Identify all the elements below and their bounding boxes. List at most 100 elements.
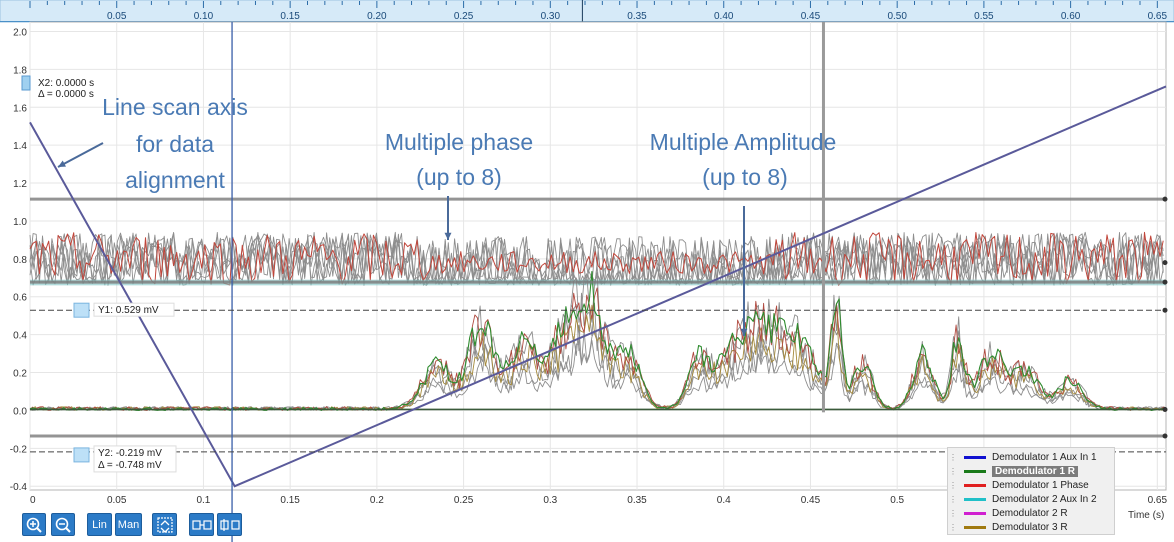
y-axis-tick-label: 1.6 xyxy=(13,103,27,114)
annotation-text: for data xyxy=(136,131,214,157)
legend-swatch xyxy=(964,470,986,473)
zoom-out-button[interactable] xyxy=(51,513,75,536)
y1-label-bg xyxy=(93,302,175,317)
legend-item[interactable]: ⋮ Demodulator 2 R xyxy=(948,507,1114,520)
top-axis-tick-label: 0.65 xyxy=(1148,11,1168,22)
ramp-series-line xyxy=(29,85,1167,488)
y-axis-tick-label: 1.0 xyxy=(13,217,27,228)
zoom-out-icon xyxy=(55,517,71,533)
y-axis-tick-label: -0.2 xyxy=(10,444,28,455)
math-button[interactable] xyxy=(217,513,242,536)
legend-item[interactable]: ⋮ Demodulator 1 R xyxy=(948,465,1114,478)
top-axis-tick-label: 0.35 xyxy=(627,11,647,22)
y-axis-tick-label: 0.0 xyxy=(13,406,27,417)
drag-handle-icon[interactable]: ⋮ xyxy=(949,453,957,462)
top-axis-tick-label: 0.45 xyxy=(801,11,821,22)
drag-handle-icon[interactable]: ⋮ xyxy=(949,509,957,518)
x-axis-tick-label: 0 xyxy=(30,495,36,506)
top-axis-tick-label: 0.25 xyxy=(454,11,474,22)
y2-label-bg xyxy=(93,445,177,473)
legend-label: Demodulator 3 R xyxy=(992,522,1068,533)
x-axis-tick-label: 0.25 xyxy=(454,495,474,506)
cursor-button[interactable] xyxy=(189,513,214,536)
lin-scale-button[interactable]: Lin xyxy=(87,513,112,536)
drag-handle-icon[interactable]: ⋮ xyxy=(949,495,957,504)
fit-icon xyxy=(156,516,173,533)
cursor-icon xyxy=(191,519,212,530)
phase-arrow-head xyxy=(444,232,452,240)
annotation-text: Line scan axis xyxy=(102,94,248,120)
x-axis-tick-label: 0.2 xyxy=(370,495,384,506)
fit-button[interactable] xyxy=(152,513,177,536)
legend-item[interactable]: ⋮ Demodulator 3 R xyxy=(948,521,1114,534)
top-axis-tick-label: 0.55 xyxy=(974,11,994,22)
phase-trace-red xyxy=(29,231,1164,286)
right-edge-marker xyxy=(1162,260,1168,266)
drag-handle-icon[interactable]: ⋮ xyxy=(949,481,957,490)
x2-cursor-delta: Δ = 0.0000 s xyxy=(38,89,94,100)
legend-label: Demodulator 1 R xyxy=(992,466,1079,477)
legend-item[interactable]: ⋮ Demodulator 1 Aux In 1 xyxy=(948,451,1114,464)
legend-item[interactable]: ⋮ Demodulator 1 Phase xyxy=(948,479,1114,492)
annotations: Line scan axis for data alignment Multiple … xyxy=(57,94,837,336)
y-axis-tick-label: 0.2 xyxy=(13,369,27,380)
x-axis-tick-label: 0.4 xyxy=(717,495,731,506)
x-axis-tick-label: 0.5 xyxy=(890,495,904,506)
x-axis-tick-label: 0.45 xyxy=(801,495,821,506)
x-axis-tick-label: 0.65 xyxy=(1148,495,1168,506)
annotation-text: (up to 8) xyxy=(702,164,788,190)
y1-cursor-label: Y1: 0.529 mV xyxy=(98,305,159,316)
legend-item[interactable]: ⋮ Demodulator 2 Aux In 2 xyxy=(948,493,1114,506)
top-axis-tick-label: 0.60 xyxy=(1061,11,1081,22)
right-edge-marker xyxy=(1162,406,1168,412)
top-axis-tick-label: 0.15 xyxy=(280,11,300,22)
amplitude-arrow-head xyxy=(740,328,748,336)
legend-swatch xyxy=(964,498,986,501)
legend-label: Demodulator 2 Aux In 2 xyxy=(992,494,1097,505)
annotation-text: alignment xyxy=(125,167,225,193)
x2-cursor-label: X2: 0.0000 s xyxy=(38,78,94,89)
phase-trace-gray xyxy=(29,232,1164,286)
x-axis-tick-label: 0.15 xyxy=(280,495,300,506)
y-axis-tick-label: 0.4 xyxy=(13,331,27,342)
zoom-in-button[interactable] xyxy=(22,513,46,536)
y-axis-tick-label: 1.2 xyxy=(13,179,27,190)
top-axis-tick-label: 0.10 xyxy=(194,11,214,22)
y-axis-tick-label: 1.8 xyxy=(13,65,27,76)
reference-lines xyxy=(30,22,1166,438)
y-axis-tick-label: 0.8 xyxy=(13,255,27,266)
drag-handle-icon[interactable]: ⋮ xyxy=(949,467,957,476)
y-axis-tick-label: 2.0 xyxy=(13,27,27,38)
top-time-axis[interactable]: 0.05 0.10 0.15 0.20 0.25 0.30 0.35 0.40 0.45 0.50… xyxy=(0,0,1174,23)
x-axis-tick-label: 0.35 xyxy=(627,495,647,506)
legend-label: Demodulator 1 Aux In 1 xyxy=(992,452,1097,463)
man-range-button[interactable]: Man xyxy=(115,513,142,536)
y2-cursor-delta: Δ = -0.748 mV xyxy=(98,460,162,471)
legend-swatch xyxy=(964,512,986,515)
math-icon xyxy=(219,518,240,531)
y2-cursor-handle xyxy=(73,447,90,463)
right-edge-marker xyxy=(1162,433,1168,439)
legend-label: Demodulator 2 R xyxy=(992,508,1068,519)
y2-cursor-label: Y2: -0.219 mV xyxy=(98,448,162,459)
drag-handle-icon[interactable]: ⋮ xyxy=(949,523,957,532)
y-axis-ticks: -0.4 -0.2 0.0 0.2 0.4 0.6 0.8 1.0 1.2 1.4 1.6 1.8 2.… xyxy=(10,27,28,493)
legend-swatch xyxy=(964,456,986,459)
legend-label: Demodulator 1 Phase xyxy=(992,480,1089,491)
x-axis-tick-label: 0.3 xyxy=(543,495,557,506)
annotation-text: Multiple Amplitude xyxy=(650,129,837,155)
top-axis-tick-label: 0.30 xyxy=(541,11,561,22)
x-axis-tick-label: 0.1 xyxy=(196,495,210,506)
man-label: Man xyxy=(117,518,140,531)
spike-line xyxy=(821,22,825,413)
legend-swatch xyxy=(964,484,986,487)
zoom-in-icon xyxy=(26,517,42,533)
right-edge-marker xyxy=(1162,307,1168,313)
top-axis-tick-label: 0.40 xyxy=(714,11,734,22)
legend[interactable]: ⋮ Demodulator 1 Aux In 1 ⋮ Demodulator 1 R ⋮… xyxy=(947,447,1115,535)
top-axis-tick-label: 0.05 xyxy=(107,11,127,22)
amplitude-trace xyxy=(29,287,1165,411)
x2-cursor-handle xyxy=(21,75,31,91)
right-edge-marker xyxy=(1162,279,1168,285)
